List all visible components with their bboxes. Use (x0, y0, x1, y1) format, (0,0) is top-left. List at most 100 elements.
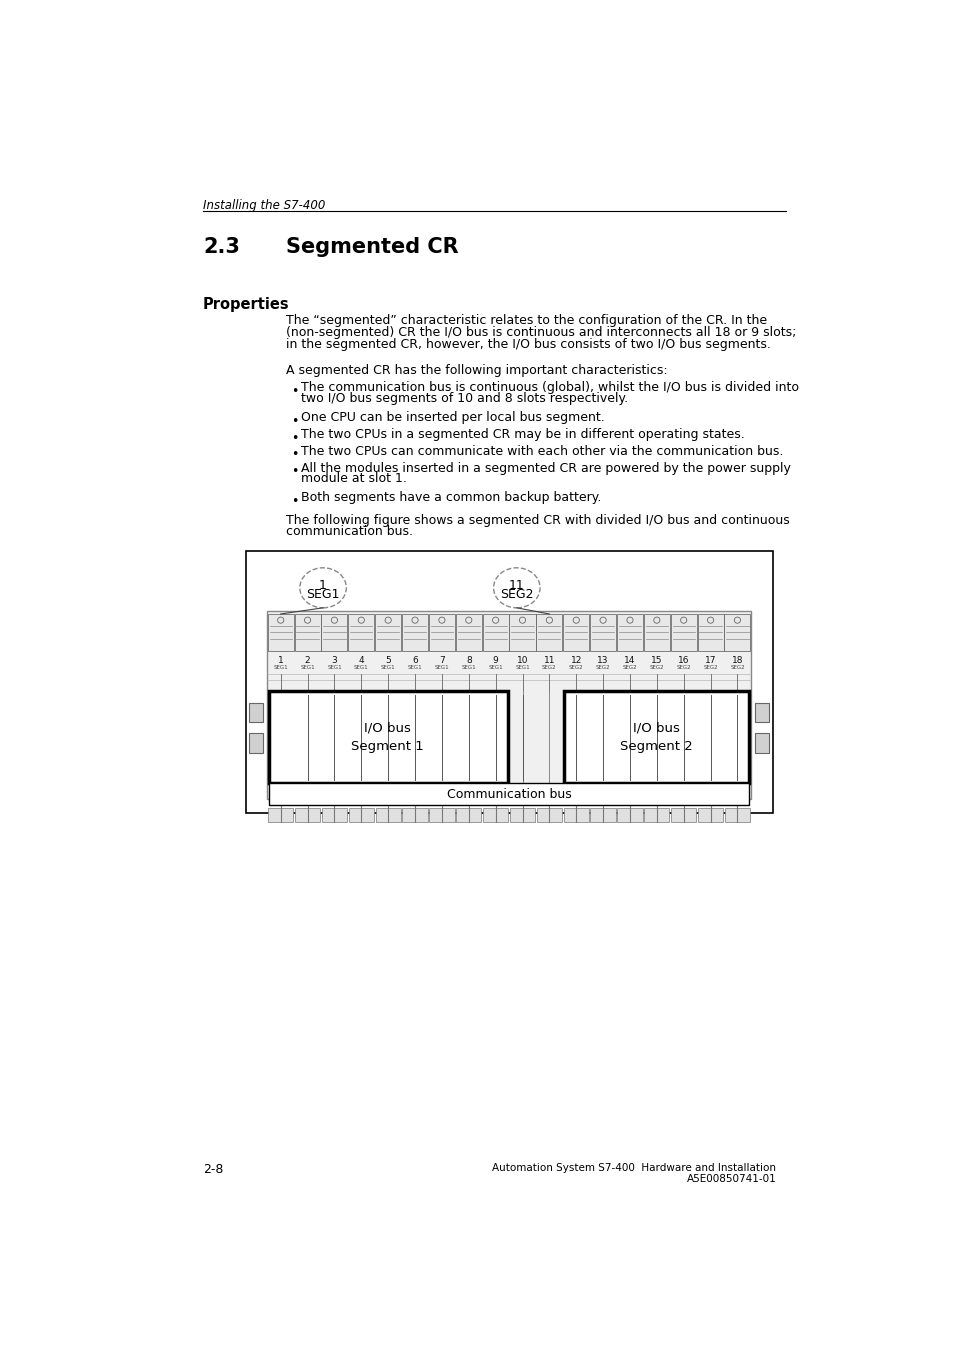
Text: 15: 15 (650, 656, 662, 664)
Text: SEG2: SEG2 (499, 587, 533, 601)
Text: 2: 2 (304, 656, 310, 664)
Text: in the segmented CR, however, the I/O bus consists of two I/O bus segments.: in the segmented CR, however, the I/O bu… (286, 339, 770, 351)
Text: •: • (291, 448, 298, 462)
Text: 9: 9 (493, 656, 498, 664)
Bar (245, 551, 772, 813)
Text: SEG1: SEG1 (380, 664, 395, 670)
Text: 17: 17 (704, 656, 716, 664)
Text: 10: 10 (517, 656, 528, 664)
Text: SEG2: SEG2 (541, 664, 557, 670)
Text: SEG1: SEG1 (327, 664, 341, 670)
Bar (267, 612, 750, 799)
Bar (294, 809, 320, 822)
Text: One CPU can be inserted per local bus segment.: One CPU can be inserted per local bus se… (301, 410, 604, 424)
Text: Automation System S7-400  Hardware and Installation: Automation System S7-400 Hardware and In… (492, 1162, 776, 1173)
Bar (537, 809, 561, 822)
Text: SEG1: SEG1 (515, 664, 529, 670)
Bar (375, 809, 400, 822)
Text: •: • (291, 494, 298, 508)
Text: •: • (291, 432, 298, 444)
Text: SEG1: SEG1 (407, 664, 422, 670)
Bar (269, 691, 507, 783)
Text: SEG2: SEG2 (702, 664, 718, 670)
Bar (617, 614, 642, 651)
Text: module at slot 1.: module at slot 1. (301, 472, 407, 485)
Bar (456, 809, 481, 822)
Text: 2.3: 2.3 (203, 238, 239, 258)
Bar (590, 809, 615, 822)
Text: •: • (291, 385, 298, 398)
Text: •: • (291, 414, 298, 428)
Ellipse shape (493, 568, 539, 608)
Text: 11: 11 (508, 579, 524, 591)
Text: All the modules inserted in a segmented CR are powered by the power supply: All the modules inserted in a segmented … (301, 462, 790, 475)
Bar (249, 702, 263, 722)
Text: 14: 14 (623, 656, 635, 664)
Text: Properties: Properties (203, 297, 290, 312)
Bar (402, 809, 427, 822)
Text: The two CPUs in a segmented CR may be in different operating states.: The two CPUs in a segmented CR may be in… (301, 428, 744, 440)
Bar (321, 809, 347, 822)
Text: 5: 5 (385, 656, 391, 664)
Text: 8: 8 (465, 656, 471, 664)
Bar (456, 614, 481, 651)
Text: SEG2: SEG2 (622, 664, 637, 670)
Text: SEG1: SEG1 (306, 587, 339, 601)
Text: A5E00850741-01: A5E00850741-01 (686, 1173, 776, 1184)
Bar (754, 702, 768, 722)
Text: SEG1: SEG1 (354, 664, 368, 670)
Text: 18: 18 (731, 656, 742, 664)
Bar (509, 809, 535, 822)
Text: Both segments have a common backup battery.: Both segments have a common backup batte… (301, 491, 601, 504)
Bar (563, 809, 588, 822)
Text: Segmented CR: Segmented CR (286, 238, 458, 258)
Bar (429, 809, 454, 822)
Bar (249, 733, 263, 752)
Bar (268, 809, 294, 822)
Text: SEG1: SEG1 (300, 664, 314, 670)
Bar (670, 614, 696, 651)
Text: 7: 7 (438, 656, 444, 664)
Bar (670, 809, 696, 822)
Bar (429, 614, 455, 651)
Bar (590, 614, 616, 651)
Bar (375, 614, 401, 651)
Text: communication bus.: communication bus. (286, 525, 413, 539)
Text: The two CPUs can communicate with each other via the communication bus.: The two CPUs can communicate with each o… (301, 444, 783, 458)
Text: Communication bus: Communication bus (446, 787, 571, 801)
Bar (509, 614, 535, 651)
Text: 11: 11 (543, 656, 555, 664)
Text: A segmented CR has the following important characteristics:: A segmented CR has the following importa… (286, 363, 667, 377)
Bar (643, 809, 669, 822)
Text: I/O bus
Segment 2: I/O bus Segment 2 (619, 722, 692, 753)
Text: I/O bus
Segment 1: I/O bus Segment 1 (351, 722, 423, 753)
Bar (401, 614, 428, 651)
Bar (268, 614, 294, 651)
Text: two I/O bus segments of 10 and 8 slots respectively.: two I/O bus segments of 10 and 8 slots r… (301, 393, 628, 405)
Text: (non-segmented) CR the I/O bus is continuous and interconnects all 18 or 9 slots: (non-segmented) CR the I/O bus is contin… (286, 325, 796, 339)
Text: SEG2: SEG2 (729, 664, 744, 670)
Bar (643, 614, 669, 651)
Bar (698, 809, 722, 822)
Text: Installing the S7-400: Installing the S7-400 (203, 198, 325, 212)
Text: 6: 6 (412, 656, 417, 664)
Text: SEG1: SEG1 (461, 664, 476, 670)
Text: 1: 1 (277, 656, 283, 664)
Text: The following figure shows a segmented CR with divided I/O bus and continuous: The following figure shows a segmented C… (286, 514, 789, 526)
Text: 3: 3 (332, 656, 337, 664)
Bar (348, 614, 374, 651)
Text: SEG2: SEG2 (649, 664, 663, 670)
Ellipse shape (299, 568, 346, 608)
Text: 2-8: 2-8 (203, 1162, 223, 1176)
Bar (482, 809, 508, 822)
Text: SEG1: SEG1 (488, 664, 502, 670)
Bar (564, 691, 748, 783)
Bar (348, 809, 374, 822)
Bar (617, 809, 642, 822)
Text: The “segmented” characteristic relates to the configuration of the CR. In the: The “segmented” characteristic relates t… (286, 313, 766, 327)
Text: 1: 1 (319, 579, 327, 591)
Bar (294, 614, 320, 651)
Text: 13: 13 (597, 656, 608, 664)
Bar (724, 809, 749, 822)
Text: 16: 16 (678, 656, 689, 664)
